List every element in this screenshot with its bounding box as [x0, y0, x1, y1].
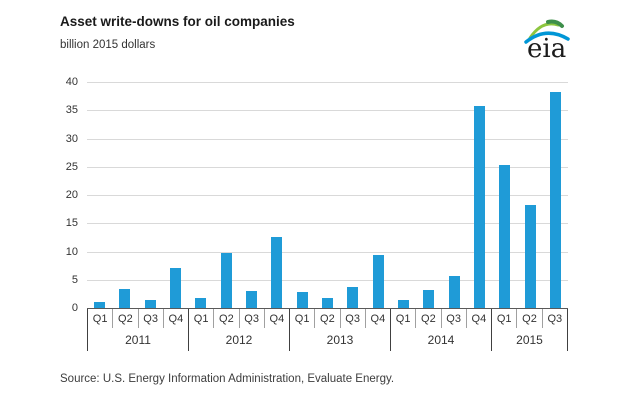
bar [347, 286, 359, 308]
gridline [87, 279, 568, 281]
y-tick-label: 10 [65, 245, 78, 258]
bar [119, 289, 131, 308]
gridline [87, 251, 568, 253]
quarter-label: Q3 [240, 309, 265, 328]
logo-swoosh-darkgreen [546, 19, 564, 28]
bar [397, 299, 409, 308]
quarter-label: Q4 [168, 312, 184, 325]
quarter-label: Q2 [517, 309, 543, 328]
bar [524, 205, 536, 308]
bar [448, 275, 460, 308]
year-group: Q1 Q2 Q3 2015 [492, 309, 568, 351]
logo-swoosh-green [528, 22, 560, 40]
bar [195, 298, 207, 308]
quarter-label: Q2 [315, 309, 341, 328]
quarter-label: Q4 [370, 312, 386, 325]
chart-units-label: billion 2015 dollars [60, 39, 156, 51]
source-note: Source: U.S. Energy Information Administ… [60, 373, 395, 385]
chart-title: Asset write-downs for oil companies [60, 14, 295, 29]
gridline [87, 138, 568, 140]
year-label: 2011 [125, 332, 151, 347]
quarter-label: Q4 [471, 312, 487, 325]
eia-logo: eia [524, 19, 570, 64]
quarter-label: Q1 [189, 309, 215, 328]
quarter-label: Q3 [442, 309, 467, 328]
bar [372, 254, 384, 308]
gridline [87, 223, 568, 225]
year-group: Q1 Q2 Q3 Q4 2012 [189, 309, 290, 351]
gridline [87, 82, 568, 83]
y-axis-labels: 0 5 10 15 20 25 30 35 40 [36, 76, 78, 314]
gridline [87, 195, 568, 196]
plot-area [87, 82, 568, 309]
year-label: 2013 [326, 332, 354, 347]
quarter-row: Q1 Q2 Q3 Q4 [189, 309, 289, 328]
bar [296, 291, 308, 308]
gridline [87, 166, 568, 168]
quarter-label: Q1 [290, 309, 316, 328]
quarter-label: Q4 [269, 312, 285, 325]
bar [473, 106, 485, 308]
quarter-label: Q2 [214, 309, 240, 328]
y-tick-label: 20 [65, 189, 78, 201]
y-tick-label: 0 [71, 302, 78, 314]
quarter-row: Q1 Q2 Q3 Q4 [290, 309, 390, 328]
bar [220, 253, 232, 308]
y-tick-label: 5 [71, 273, 78, 286]
quarter-label: Q1 [391, 309, 417, 328]
y-tick-label: 30 [65, 132, 78, 145]
x-axis: Q1 Q2 Q3 Q4 2011 Q1 Q2 Q3 Q4 2012 Q1 Q2 Q3 Q4 2013 Q1 Q2… [87, 309, 568, 351]
quarter-label: Q2 [113, 309, 139, 328]
bar [423, 289, 435, 308]
year-label: 2015 [516, 332, 543, 347]
bar [322, 298, 333, 308]
bar [549, 92, 561, 308]
bar [246, 290, 258, 308]
logo-swoosh-blue [524, 31, 570, 44]
quarter-label: Q3 [341, 309, 366, 328]
y-tick-label: 25 [65, 160, 78, 173]
bar [94, 302, 106, 308]
quarter-label: Q1 [88, 309, 114, 328]
bar [499, 165, 511, 308]
y-tick-label: 15 [65, 217, 78, 230]
quarter-label: Q3 [139, 309, 164, 328]
logo-text: eia [527, 34, 566, 64]
year-group: Q1 Q2 Q3 Q4 2014 [391, 309, 492, 351]
gridline [87, 110, 568, 112]
quarter-label: Q1 [492, 309, 518, 328]
y-tick-label: 40 [65, 76, 78, 88]
bar [144, 299, 156, 308]
quarter-row: Q1 Q2 Q3 [492, 309, 567, 328]
y-tick-label: 35 [65, 104, 78, 117]
year-group: Q1 Q2 Q3 Q4 2013 [290, 309, 391, 351]
quarter-row: Q1 Q2 Q3 Q4 [88, 309, 188, 328]
bar [271, 237, 283, 308]
year-group: Q1 Q2 Q3 Q4 2011 [87, 309, 189, 351]
quarter-row: Q1 Q2 Q3 Q4 [391, 309, 491, 328]
quarter-label: Q2 [416, 309, 442, 328]
year-label: 2012 [225, 332, 253, 347]
quarter-label: Q3 [547, 312, 563, 325]
year-label: 2014 [427, 332, 455, 347]
bar [170, 267, 182, 308]
